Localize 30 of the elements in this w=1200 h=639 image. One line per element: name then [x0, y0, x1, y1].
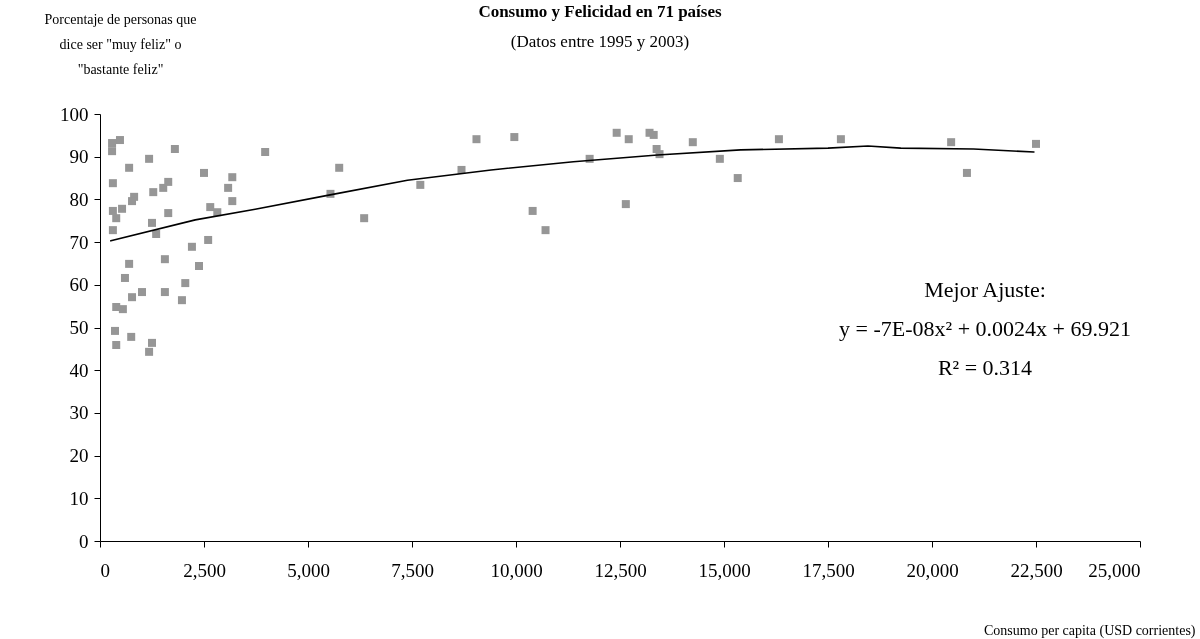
chart-subtitle: (Datos entre 1995 y 2003) [510, 32, 690, 51]
x-tick-label: 2,500 [183, 559, 226, 581]
y-tick-label: 80 [69, 188, 89, 210]
x-tick-label: 15,000 [698, 559, 751, 581]
x-tick-label: 22,500 [1010, 559, 1063, 581]
chart-title: Consumo y Felicidad en 71 países [478, 2, 722, 21]
x-tick-label: 25,000 [1088, 559, 1141, 581]
x-tick-label: 12,500 [594, 559, 647, 581]
annotation: Mejor Ajuste: [924, 277, 1046, 302]
y-tick-label: 70 [69, 231, 89, 253]
annotation: R² = 0.314 [937, 355, 1033, 380]
x-tick-label: 20,000 [906, 559, 959, 581]
y-tick-label: 0 [79, 530, 89, 552]
y-tick-label: 20 [69, 445, 89, 467]
x-tick-label: 10,000 [490, 559, 543, 581]
y-tick-label: 40 [69, 359, 89, 381]
y-tick-label: 30 [69, 402, 89, 424]
x-tick-label: 17,500 [802, 559, 855, 581]
y-tick-label: 100 [60, 103, 89, 125]
x-tick-label: 0 [100, 559, 110, 581]
y-tick-label: 60 [69, 274, 89, 296]
x-tick-label: 7,500 [391, 559, 434, 581]
y-tick-label: 50 [69, 317, 89, 338]
y-axis-title: Porcentaje de personas que dice ser "muy feliz" o "bastante feliz" [44, 11, 197, 77]
y-tick-label: 10 [69, 487, 89, 509]
y-tick-label: 90 [69, 146, 89, 168]
x-tick-label: 5,000 [287, 559, 330, 581]
annotation: y = -7E-08x² + 0.0024x + 69.921 [839, 316, 1131, 341]
x-axis-title: Consumo per capita (USD corrientes) [984, 622, 1196, 639]
line-series [110, 145, 1035, 242]
